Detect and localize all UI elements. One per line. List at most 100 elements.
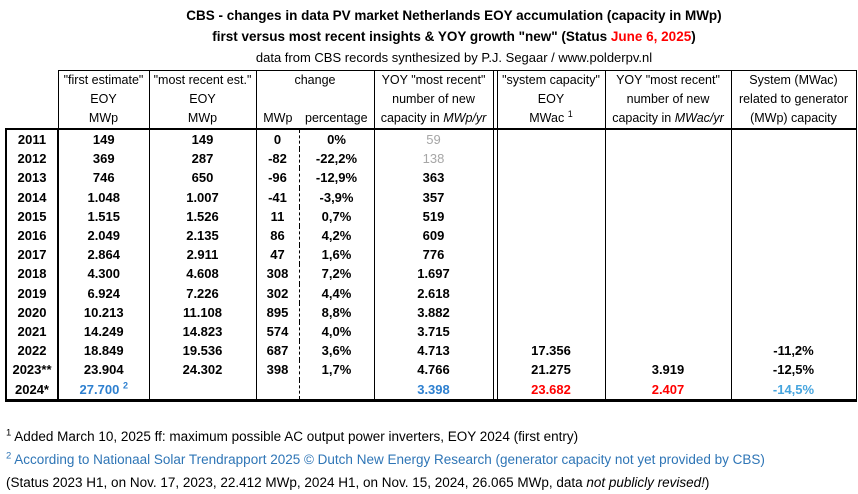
most-recent-cell: 650 (149, 168, 257, 188)
column-gap (492, 149, 498, 169)
yoy-mwp-cell: 3.398 (374, 379, 494, 402)
header-line: EOY (90, 92, 117, 106)
yoy-mwac-cell: 2.407 (605, 379, 732, 402)
first-estimate-cell: 10.213 (58, 302, 150, 323)
column-gap (492, 226, 498, 246)
yoy-mwp-cell: 1.697 (374, 264, 494, 284)
first-estimate-cell: 369 (58, 149, 150, 169)
column-gap (492, 129, 498, 150)
footnotes: 1 Added March 10, 2025 ff: maximum possi… (6, 425, 765, 494)
first-estimate-cell: 6.924 (58, 283, 150, 303)
change-pct-cell: 7,2% (299, 264, 375, 284)
table-row: 2012 369 287 -82 -22,2% 138 (5, 149, 857, 169)
data-table: "first estimate" EOY MWp "most recent es… (5, 70, 857, 402)
most-recent-cell: 7.226 (149, 283, 257, 303)
yoy-mwac-cell (605, 283, 732, 303)
change-mwp-cell: 574 (256, 322, 300, 342)
system-related-cell (731, 264, 857, 284)
change-pct-cell: -12,9% (299, 168, 375, 188)
change-mwp-cell (256, 379, 300, 402)
yoy-mwp-cell: 519 (374, 206, 494, 227)
footnote-3: (Status 2023 H1, on Nov. 17, 2023, 22.41… (6, 471, 765, 494)
system-capacity-cell (497, 245, 606, 265)
header-unit: MWp/yr (443, 111, 487, 125)
header-year (6, 70, 58, 129)
header-row: "first estimate" EOY MWp "most recent es… (6, 70, 857, 130)
yoy-mwac-cell (605, 245, 732, 265)
system-capacity-cell (497, 322, 606, 342)
yoy-mwac-cell: 3.919 (605, 360, 732, 380)
year-cell: 2012 (5, 149, 59, 169)
header-line: capacity in MWp/yr (375, 109, 492, 127)
change-mwp-cell: -96 (256, 168, 300, 188)
header-line: MWp (187, 111, 218, 125)
column-gap (492, 302, 498, 323)
table-row: 2024* 27.700 2 3.398 23.682 2.407 -14,5% (5, 379, 857, 402)
system-capacity-cell (497, 149, 606, 169)
most-recent-cell: 11.108 (149, 302, 257, 323)
footnote-marker-2: 2 (122, 380, 128, 391)
change-pct-cell: 0% (299, 129, 375, 150)
table-row: 2020 10.213 11.108 895 8,8% 3.882 (5, 302, 857, 323)
yoy-mwac-cell (605, 302, 732, 323)
table-row: 2023** 23.904 24.302 398 1,7% 4.766 21.275 3.91… (5, 360, 857, 380)
yoy-mwp-cell: 59 (374, 129, 494, 150)
most-recent-cell (149, 379, 257, 402)
most-recent-cell: 149 (149, 129, 257, 150)
first-estimate-cell: 4.300 (58, 264, 150, 284)
header-line: "first estimate" (63, 73, 144, 87)
column-gap (492, 245, 498, 265)
change-pct-cell: -22,2% (299, 149, 375, 169)
status-date: June 6, 2025 (610, 29, 692, 44)
system-related-cell: -14,5% (731, 379, 857, 402)
system-capacity-cell: 23.682 (497, 379, 606, 402)
footnote-marker-2: 2 (6, 450, 12, 462)
header-unit-prefix: capacity in (380, 111, 444, 125)
header-change-sub: MWp percentage (257, 109, 373, 127)
system-related-cell (731, 322, 857, 342)
header-system-related: System (MWac) related to generator (MWp)… (730, 70, 857, 130)
source-line: data from CBS records synthesized by P.J… (255, 50, 653, 65)
header-line: MWac 1 (498, 109, 604, 127)
year-cell: 2011 (5, 127, 59, 150)
system-related-cell: -12,5% (731, 360, 857, 380)
most-recent-cell: 2.135 (149, 226, 257, 246)
most-recent-cell: 14.823 (149, 322, 257, 342)
page-title: CBS - changes in data PV market Netherla… (186, 8, 722, 23)
year-cell: 2015 (5, 206, 59, 227)
change-mwp-cell: 687 (256, 341, 300, 361)
year-cell: 2022 (5, 341, 59, 361)
system-related-cell (731, 149, 857, 169)
system-capacity-cell (497, 129, 606, 150)
system-related-cell (731, 129, 857, 150)
footnote-text: Added March 10, 2025 ff: maximum possibl… (11, 429, 579, 444)
header-change-pct: percentage (305, 111, 368, 125)
change-pct-cell: 3,6% (299, 341, 375, 361)
first-estimate-cell: 2.049 (58, 226, 150, 246)
system-capacity-cell (497, 187, 606, 207)
change-mwp-cell: 86 (256, 226, 300, 246)
year-cell: 2016 (5, 226, 59, 246)
yoy-mwac-cell (605, 264, 732, 284)
change-pct-cell: -3,9% (299, 187, 375, 207)
column-gap (492, 341, 498, 361)
most-recent-cell: 2.911 (149, 245, 257, 265)
header-change: change MWp percentage (255, 70, 375, 130)
subtitle-suffix: ) (691, 29, 696, 44)
system-capacity-cell (497, 302, 606, 323)
yoy-mwp-cell: 4.766 (374, 360, 494, 380)
header-line: number of new (626, 92, 710, 106)
most-recent-cell: 287 (149, 149, 257, 169)
system-related-cell (731, 245, 857, 265)
year-cell: 2021 (5, 322, 59, 342)
change-mwp-cell: 398 (256, 360, 300, 380)
system-capacity-cell (497, 226, 606, 246)
yoy-mwac-cell (605, 149, 732, 169)
column-gap (492, 187, 498, 207)
system-capacity-cell (497, 206, 606, 227)
year-cell: 2024* (5, 379, 59, 402)
first-estimate-cell: 149 (58, 129, 150, 150)
system-capacity-cell (497, 264, 606, 284)
yoy-mwp-cell: 2.618 (374, 283, 494, 303)
system-capacity-cell: 21.275 (497, 360, 606, 380)
